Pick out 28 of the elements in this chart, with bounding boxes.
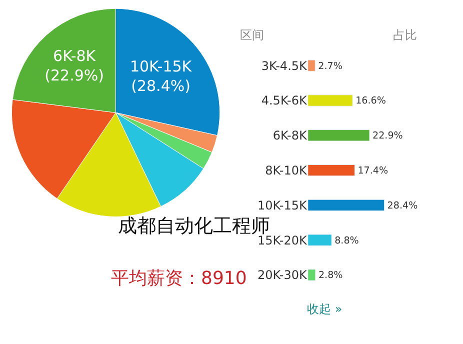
- bar: [308, 60, 316, 72]
- slice-label: 6K-8K: [53, 46, 97, 65]
- y-tick-label: 10K-15K: [258, 198, 308, 212]
- y-tick-label: 8K-10K: [265, 163, 308, 178]
- data-label: 8.8%: [334, 235, 359, 246]
- slice-label: 10K-15K: [130, 57, 193, 76]
- text: 平均薪资：8910: [111, 268, 247, 289]
- bar: [308, 234, 332, 246]
- bar: [308, 130, 370, 142]
- data-label: (28.4%): [131, 76, 190, 95]
- text: 区间: [240, 28, 264, 42]
- data-label: 2.8%: [318, 270, 343, 282]
- y-tick-label: 3K-4.5K: [261, 58, 308, 73]
- data-label: 22.9%: [372, 130, 403, 142]
- bar: [308, 199, 384, 211]
- text: 收起 »: [307, 302, 342, 316]
- bar: [308, 94, 353, 106]
- data-label: 2.7%: [318, 60, 342, 72]
- y-tick-label: 6K-8K: [272, 128, 308, 143]
- y-tick-label: 4.5K-6K: [261, 94, 308, 108]
- data-label: 17.4%: [358, 165, 388, 176]
- bar: [308, 269, 316, 281]
- text: 占比: [393, 28, 417, 42]
- data-label: (22.9%): [44, 66, 104, 84]
- data-label: 28.4%: [387, 200, 418, 212]
- y-tick-label: 20K-30K: [258, 268, 308, 282]
- bar: [308, 164, 355, 176]
- data-label: 16.6%: [356, 96, 386, 107]
